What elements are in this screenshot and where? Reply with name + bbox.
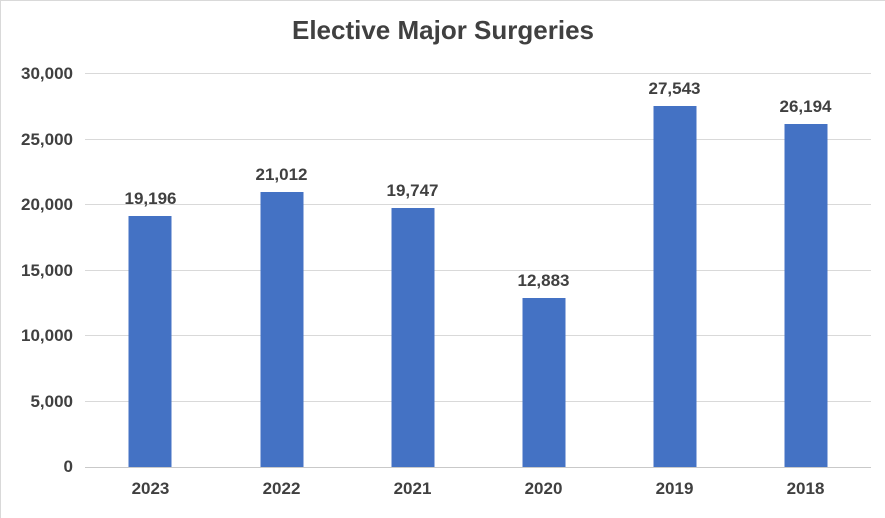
y-tick-label: 25,000 <box>21 129 73 149</box>
x-tick-label-2020: 2020 <box>524 479 563 498</box>
x-tick-label-2023: 2023 <box>131 479 170 498</box>
y-tick-label: 15,000 <box>21 260 73 280</box>
y-tick-label: 10,000 <box>21 326 73 346</box>
bar-value-label: 21,012 <box>255 164 308 184</box>
y-tick-label: 0 <box>63 457 73 476</box>
x-tick-label-2019: 2019 <box>655 479 694 498</box>
bar-value-label: 26,194 <box>779 96 832 116</box>
bar-value-label: 12,883 <box>517 271 570 291</box>
gridline <box>85 335 871 337</box>
chart-title: Elective Major Surgeries <box>291 15 595 45</box>
gridline <box>85 400 871 402</box>
gridline <box>85 204 871 206</box>
bar-2022 <box>260 191 303 467</box>
x-tick-label-2022: 2022 <box>262 479 301 498</box>
y-axis: 0 5,000 10,000 15,000 20,000 25,000 30,000 <box>1 64 73 476</box>
bar-2021 <box>391 208 434 467</box>
plot-area: 19,196 21,012 19,747 12,883 27,543 26,194 <box>85 73 871 468</box>
bar-value-label: 19,196 <box>124 188 177 208</box>
x-axis: 2023 2022 2021 2020 2019 2018 <box>85 479 871 505</box>
bar-2020 <box>522 298 565 467</box>
gridline <box>85 269 871 271</box>
bar-2018 <box>784 123 827 467</box>
bar-2019 <box>653 106 696 467</box>
bar-2023 <box>128 215 172 467</box>
y-tick-label: 30,000 <box>21 64 73 83</box>
bar-value-label: 19,747 <box>386 181 439 201</box>
gridline <box>85 73 871 74</box>
gridline <box>85 138 871 140</box>
bar-value-label: 27,543 <box>648 79 701 99</box>
y-tick-label: 20,000 <box>21 195 73 215</box>
y-tick-label: 5,000 <box>30 391 73 411</box>
x-tick-label-2018: 2018 <box>786 479 825 498</box>
x-tick-label-2021: 2021 <box>393 479 432 498</box>
